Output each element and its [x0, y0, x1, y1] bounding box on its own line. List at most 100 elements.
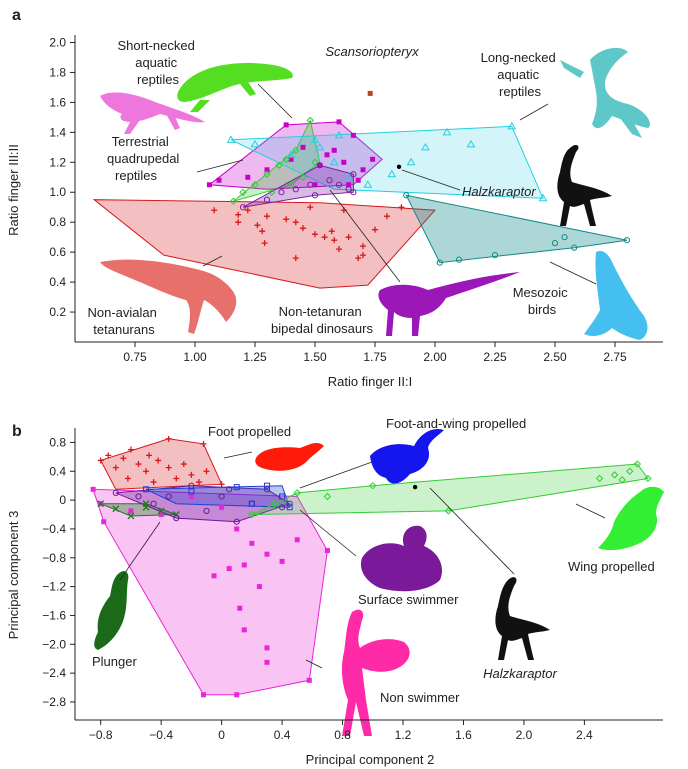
foot-propelled-point	[127, 446, 134, 453]
panel-b-leader-lines	[119, 451, 606, 669]
mesozoic-birds-hull	[405, 194, 628, 264]
foot-propelled-point	[143, 468, 150, 475]
short-necked-aquatic-reptiles-hull	[233, 118, 321, 202]
short-necked-aquatic-reptiles-point	[239, 188, 247, 196]
non-swimmer-point	[324, 548, 330, 554]
non-swimmer-point	[158, 512, 164, 518]
wing-propelled-hull	[251, 463, 649, 515]
label-foot-propelled: Foot propelled	[208, 424, 291, 439]
y-tick-label: −1.6	[42, 608, 66, 622]
panel-b-group-labels: Foot propelled Foot-and-wing propelled W…	[92, 416, 655, 705]
x-tick-label: 0.75	[123, 350, 147, 364]
label-mesozoic-birds: Mesozoic birds	[513, 285, 572, 317]
panel-b-plot-area	[90, 435, 652, 698]
non-avialan-tetanurans-point	[384, 213, 390, 220]
non-tetanuran-bipedal-dinosaurs-point	[263, 196, 271, 203]
label-surface-swimmer: Surface swimmer	[358, 592, 459, 607]
tetanuran-silhouette	[100, 259, 237, 334]
label-non-swimmer: Non swimmer	[380, 690, 460, 705]
foot-propelled-point	[165, 464, 172, 471]
terrestrial-quadrupedal-reptiles-point	[264, 167, 270, 173]
x-tick-label: 1.25	[243, 350, 267, 364]
surface-swimmer-point	[226, 486, 233, 493]
non-tetanuran-bipedal-dinosaurs-point	[350, 189, 357, 196]
wing-propelled-point	[323, 492, 332, 501]
surface-swimmer-hull	[115, 485, 291, 523]
panel-a-axes: 0.75 1.00 1.25 1.50 1.75 2.00 2.25 2.50 2.75 0.2…	[6, 35, 663, 389]
y-tick-label: 0.4	[49, 275, 66, 289]
foot-propelled-point	[200, 440, 207, 447]
x-tick-label: 0.8	[334, 728, 351, 742]
non-avialan-tetanurans-point	[331, 237, 338, 244]
foot-and-wing-propelled-point	[188, 488, 195, 495]
foot-propelled-bird-silhouette	[255, 442, 324, 471]
terrestrial-quadrupedal-reptiles-point	[336, 119, 342, 125]
terrestrial-quadrupedal-reptiles-point	[346, 182, 352, 188]
non-swimmer-point	[234, 526, 240, 532]
y-tick-label: 1.8	[49, 65, 66, 79]
foot-propelled-point	[195, 479, 202, 486]
non-swimmer-point	[200, 692, 206, 698]
non-swimmer-point	[188, 493, 194, 499]
mesozoic-birds-point	[623, 237, 631, 244]
wing-propelled-point	[248, 510, 256, 519]
non-avialan-tetanurans-point	[259, 228, 266, 235]
terrestrial-quadrupedal-reptiles-point	[245, 174, 251, 180]
foot-and-wing-propelled-point	[279, 493, 286, 500]
mesozoic-birds-point	[571, 244, 578, 251]
non-avialan-tetanurans-point	[336, 246, 342, 253]
y-tick-label: 0	[59, 493, 66, 507]
wing-propelled-point	[633, 460, 642, 468]
long-necked-aquatic-reptiles-point	[226, 135, 236, 143]
x-tick-label: 1.2	[395, 728, 412, 742]
y-tick-label: 1.4	[49, 125, 66, 139]
short-necked-aquatic-reptiles-point	[311, 158, 319, 167]
wing-propelled-point	[610, 471, 619, 479]
plunger-point	[127, 512, 135, 520]
label-wing-propelled: Wing propelled	[568, 559, 655, 574]
plunger-point	[157, 507, 165, 515]
non-tetanuran-bipedal-dinosaurs-point	[345, 186, 352, 193]
short-necked-aquatic-reptiles-point	[229, 197, 238, 205]
x-tick-label: 1.50	[303, 350, 327, 364]
non-swimmer-point	[101, 519, 107, 525]
label-scansoriopteryx: Scansoriopteryx	[325, 44, 419, 59]
y-tick-label: 0.6	[49, 245, 66, 259]
plunger-point	[97, 500, 105, 508]
foot-and-wing-propelled-point	[248, 500, 255, 507]
foot-and-wing-bird-silhouette	[370, 428, 444, 484]
y-tick-label: 0.8	[49, 435, 66, 449]
long-necked-aquatic-reptiles-point	[315, 142, 325, 151]
foot-propelled-point	[135, 461, 142, 468]
non-avialan-tetanurans-point	[300, 225, 306, 232]
panel-b-axes: −0.8 −0.4 0 0.4 0.8 1.2 1.6 2.0 2.4 0.8 0.4 0 −0.4 −…	[6, 428, 663, 767]
surface-swimmer-silhouette	[360, 525, 443, 592]
y-tick-label: 0.8	[49, 215, 66, 229]
short-necked-aquatic-reptiles-point	[306, 116, 314, 125]
y-tick-label: −2.8	[42, 695, 66, 709]
label-terrestrial-quadrupedal-reptiles: Terrestrial quadrupedal reptiles	[107, 134, 183, 183]
scansoriopteryx-point	[367, 90, 373, 96]
long-necked-aquatic-reptiles-point	[310, 135, 320, 143]
y-tick-label: 1.0	[49, 185, 66, 199]
x-tick-label: 2.75	[603, 350, 627, 364]
panel-a-x-axis-title: Ratio finger II:I	[328, 374, 413, 389]
non-avialan-tetanurans-point	[321, 234, 328, 241]
x-tick-label: 0	[218, 728, 225, 742]
non-avialan-tetanurans-point	[244, 207, 251, 214]
y-tick-label: −2.4	[42, 666, 66, 680]
foot-propelled-point	[155, 457, 162, 464]
non-swimmer-point	[237, 605, 243, 611]
short-necked-aquatic-reptiles-point	[292, 146, 300, 155]
non-swimmer-point	[226, 566, 232, 572]
terrestrial-quadrupedal-reptiles-point	[324, 152, 330, 158]
non-avialan-tetanurans-point	[211, 207, 218, 214]
surface-swimmer-point	[112, 489, 119, 496]
label-plunger: Plunger	[92, 654, 137, 669]
label-short-necked-aquatic-reptiles: Short-necked aquatic reptiles	[118, 38, 199, 87]
terrestrial-quadrupedal-reptiles-point	[341, 159, 347, 165]
mesozoic-birds-point	[403, 192, 410, 199]
wing-propelled-point	[444, 507, 453, 515]
non-avialan-tetanurans-point	[292, 219, 299, 226]
